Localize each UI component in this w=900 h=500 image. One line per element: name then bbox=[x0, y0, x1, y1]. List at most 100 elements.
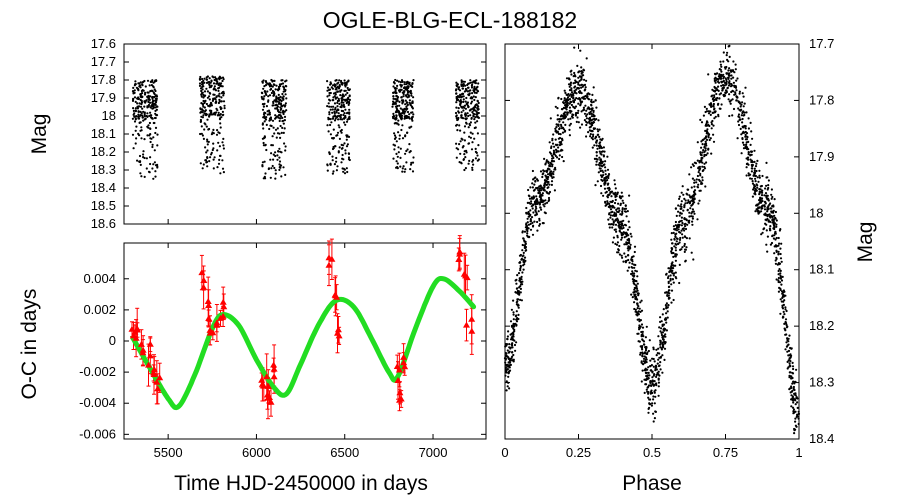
light-curve-ytick-label: 18.1 bbox=[91, 126, 116, 141]
phased-point bbox=[629, 232, 632, 235]
phased-point bbox=[641, 352, 644, 355]
light-curve-point bbox=[154, 109, 157, 112]
phased-point bbox=[580, 70, 583, 73]
phased-point bbox=[716, 80, 720, 83]
light-curve-point bbox=[340, 101, 343, 104]
light-curve-point bbox=[327, 130, 330, 133]
oc-point bbox=[325, 261, 333, 268]
phased-ytick-label: 17.7 bbox=[809, 36, 834, 51]
phased-point bbox=[633, 263, 636, 266]
light-curve-point bbox=[260, 95, 263, 99]
light-curve-point bbox=[464, 84, 467, 87]
phased-point bbox=[554, 154, 557, 157]
phased-point bbox=[582, 106, 586, 109]
phased-point bbox=[598, 150, 601, 153]
phased-point bbox=[542, 189, 546, 192]
phased-point bbox=[641, 355, 644, 358]
phased-point bbox=[599, 158, 603, 161]
phased-point bbox=[633, 307, 636, 311]
phased-point bbox=[531, 186, 535, 189]
phased-point bbox=[580, 92, 583, 95]
phased-point bbox=[566, 112, 569, 115]
oc-point bbox=[334, 326, 342, 333]
light-curve-point bbox=[346, 98, 349, 101]
phased-point bbox=[653, 391, 656, 394]
phased-point bbox=[608, 226, 611, 229]
phased-point bbox=[556, 114, 559, 117]
phased-point bbox=[638, 328, 641, 331]
phased-point bbox=[792, 385, 796, 389]
light-curve-point bbox=[134, 118, 137, 121]
phased-point bbox=[754, 180, 757, 183]
phased-point bbox=[667, 267, 670, 270]
light-curve-point bbox=[278, 117, 282, 120]
phased-point bbox=[519, 267, 522, 270]
phased-point bbox=[589, 135, 592, 138]
light-curve-point bbox=[472, 95, 475, 98]
phased-point bbox=[527, 236, 531, 239]
phased-point bbox=[611, 204, 614, 207]
light-curve-point bbox=[477, 101, 480, 105]
light-curve-point bbox=[330, 86, 333, 89]
light-curve-point bbox=[271, 104, 274, 107]
light-curve-point bbox=[455, 156, 458, 159]
light-curve-point bbox=[204, 123, 207, 126]
phased-point bbox=[504, 345, 507, 348]
light-curve-point bbox=[463, 125, 467, 128]
light-curve-point bbox=[461, 87, 464, 90]
light-curve-point bbox=[410, 94, 413, 97]
light-curve-point bbox=[279, 98, 282, 102]
phased-point bbox=[662, 343, 665, 346]
phased-point bbox=[617, 207, 621, 210]
light-curve-point bbox=[156, 144, 159, 147]
light-curve-point bbox=[459, 99, 462, 102]
light-curve-point bbox=[203, 100, 206, 103]
phased-point bbox=[614, 242, 617, 245]
light-curve-point bbox=[455, 147, 458, 150]
phased-point bbox=[672, 231, 675, 234]
phased-point bbox=[562, 121, 565, 124]
phased-point bbox=[641, 339, 644, 342]
phased-point bbox=[771, 216, 774, 219]
light-curve-point bbox=[403, 81, 406, 84]
light-curve-point bbox=[267, 109, 271, 112]
phased-point bbox=[515, 282, 518, 285]
light-curve-point bbox=[281, 92, 284, 96]
phased-point bbox=[570, 103, 574, 107]
phased-point bbox=[687, 188, 690, 191]
light-curve-point bbox=[469, 121, 472, 124]
light-curve-point bbox=[336, 101, 339, 104]
phased-point bbox=[560, 97, 563, 101]
phased-point bbox=[786, 337, 789, 340]
phased-point bbox=[759, 196, 762, 199]
phased-point bbox=[640, 380, 643, 383]
light-curve-point bbox=[142, 119, 145, 122]
light-curve-point bbox=[222, 147, 225, 150]
phased-point bbox=[616, 251, 619, 254]
phased-point bbox=[760, 194, 764, 197]
light-curve-point bbox=[462, 158, 465, 161]
phased-point bbox=[777, 269, 780, 273]
phased-point bbox=[608, 223, 611, 226]
phased-point bbox=[621, 210, 624, 213]
phased-point bbox=[674, 242, 677, 245]
phased-point bbox=[539, 196, 542, 199]
phased-point bbox=[575, 80, 578, 84]
phased-point bbox=[737, 123, 741, 127]
phased-point bbox=[731, 114, 734, 117]
phased-point bbox=[585, 114, 588, 118]
light-curve-point bbox=[203, 101, 206, 105]
phased-point bbox=[529, 186, 532, 189]
light-curve-point bbox=[145, 157, 148, 160]
light-curve-point bbox=[337, 108, 340, 112]
phased-point bbox=[592, 127, 596, 131]
phased-point bbox=[642, 343, 646, 346]
phased-point bbox=[583, 95, 586, 98]
phased-point bbox=[739, 127, 742, 130]
light-curve-point bbox=[472, 90, 476, 93]
phased-point bbox=[551, 165, 554, 168]
light-curve-point bbox=[343, 112, 346, 115]
phased-point bbox=[687, 199, 690, 202]
light-curve-point bbox=[410, 116, 414, 119]
light-curve-point bbox=[208, 160, 211, 163]
